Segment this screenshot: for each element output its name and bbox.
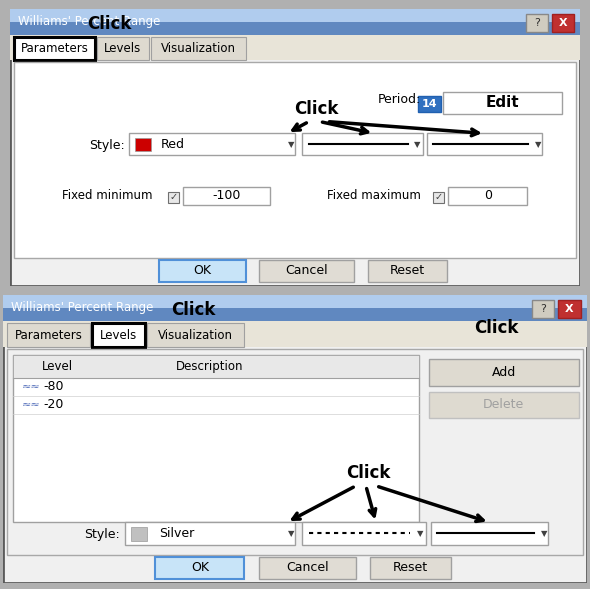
FancyBboxPatch shape: [526, 14, 548, 32]
Text: OK: OK: [193, 264, 211, 277]
Text: Delete: Delete: [483, 398, 525, 411]
FancyBboxPatch shape: [14, 355, 418, 378]
Text: Parameters: Parameters: [15, 329, 83, 342]
Text: ▼: ▼: [541, 529, 548, 538]
Text: ✓: ✓: [170, 192, 178, 202]
FancyBboxPatch shape: [10, 35, 580, 60]
FancyBboxPatch shape: [552, 14, 574, 32]
Text: Add: Add: [491, 366, 516, 379]
Text: ✓: ✓: [435, 192, 443, 202]
Text: -80: -80: [44, 380, 64, 393]
FancyBboxPatch shape: [532, 300, 554, 318]
FancyBboxPatch shape: [131, 527, 147, 541]
Text: Fixed minimum: Fixed minimum: [62, 189, 152, 202]
FancyBboxPatch shape: [4, 294, 586, 307]
Text: Reset: Reset: [390, 264, 425, 277]
Text: X: X: [565, 304, 573, 314]
Text: Williams' Percent Range: Williams' Percent Range: [18, 15, 160, 28]
FancyBboxPatch shape: [10, 22, 580, 35]
Text: ▼: ▼: [417, 529, 424, 538]
FancyBboxPatch shape: [302, 134, 422, 155]
FancyBboxPatch shape: [4, 307, 586, 321]
Text: Click: Click: [346, 464, 390, 482]
FancyBboxPatch shape: [150, 37, 245, 60]
FancyBboxPatch shape: [418, 96, 441, 112]
Text: Period:: Period:: [378, 93, 421, 106]
FancyBboxPatch shape: [147, 323, 244, 347]
Text: ?: ?: [535, 18, 540, 28]
FancyBboxPatch shape: [302, 522, 425, 545]
FancyBboxPatch shape: [14, 355, 418, 522]
Text: Parameters: Parameters: [21, 42, 88, 55]
Text: Description: Description: [175, 360, 243, 373]
Text: Click: Click: [172, 301, 216, 319]
FancyBboxPatch shape: [14, 37, 96, 60]
Text: Click: Click: [87, 15, 132, 32]
Text: ?: ?: [540, 304, 546, 314]
FancyBboxPatch shape: [431, 522, 548, 545]
Text: Style:: Style:: [84, 528, 120, 541]
FancyBboxPatch shape: [443, 92, 562, 114]
FancyBboxPatch shape: [10, 9, 580, 22]
Text: Cancel: Cancel: [286, 264, 328, 277]
FancyBboxPatch shape: [258, 557, 356, 579]
Text: Edit: Edit: [486, 95, 519, 110]
Text: Levels: Levels: [100, 329, 137, 342]
Text: Cancel: Cancel: [286, 561, 329, 574]
FancyBboxPatch shape: [10, 9, 580, 286]
Text: Levels: Levels: [104, 42, 142, 55]
Text: Level: Level: [42, 360, 73, 373]
FancyBboxPatch shape: [129, 134, 295, 155]
FancyBboxPatch shape: [14, 62, 576, 258]
FancyBboxPatch shape: [558, 300, 581, 318]
Text: Style:: Style:: [89, 139, 125, 152]
Text: Fixed maximum: Fixed maximum: [327, 189, 421, 202]
FancyBboxPatch shape: [260, 260, 355, 282]
FancyBboxPatch shape: [155, 557, 244, 579]
Text: OK: OK: [191, 561, 209, 574]
Text: Visualization: Visualization: [160, 42, 235, 55]
Text: Visualization: Visualization: [158, 329, 233, 342]
FancyBboxPatch shape: [159, 260, 245, 282]
FancyBboxPatch shape: [434, 192, 444, 203]
FancyBboxPatch shape: [135, 138, 150, 151]
Text: ▼: ▼: [535, 140, 542, 149]
Text: Red: Red: [160, 138, 185, 151]
FancyBboxPatch shape: [448, 187, 527, 204]
FancyBboxPatch shape: [8, 349, 582, 555]
Text: -100: -100: [212, 189, 241, 202]
FancyBboxPatch shape: [370, 557, 451, 579]
FancyBboxPatch shape: [169, 192, 179, 203]
Text: -20: -20: [44, 398, 64, 411]
FancyBboxPatch shape: [428, 134, 542, 155]
Text: Click: Click: [474, 319, 519, 337]
FancyBboxPatch shape: [429, 392, 579, 418]
FancyBboxPatch shape: [4, 321, 586, 347]
Text: 0: 0: [484, 189, 492, 202]
Text: 14: 14: [422, 99, 437, 109]
Text: ▼: ▼: [288, 140, 294, 149]
FancyBboxPatch shape: [183, 187, 270, 204]
Text: ▼: ▼: [288, 529, 294, 538]
Text: ≈≈: ≈≈: [22, 400, 40, 410]
FancyBboxPatch shape: [368, 260, 447, 282]
Text: Williams' Percent Range: Williams' Percent Range: [11, 301, 154, 314]
FancyBboxPatch shape: [8, 323, 90, 347]
FancyBboxPatch shape: [4, 294, 586, 583]
Text: X: X: [559, 18, 567, 28]
Text: ▼: ▼: [414, 140, 421, 149]
FancyBboxPatch shape: [429, 359, 579, 386]
Text: ≈≈: ≈≈: [22, 382, 40, 392]
Text: Silver: Silver: [159, 527, 195, 540]
Text: Reset: Reset: [393, 561, 428, 574]
FancyBboxPatch shape: [93, 323, 145, 347]
FancyBboxPatch shape: [125, 522, 295, 545]
FancyBboxPatch shape: [97, 37, 149, 60]
Text: Click: Click: [294, 100, 339, 118]
